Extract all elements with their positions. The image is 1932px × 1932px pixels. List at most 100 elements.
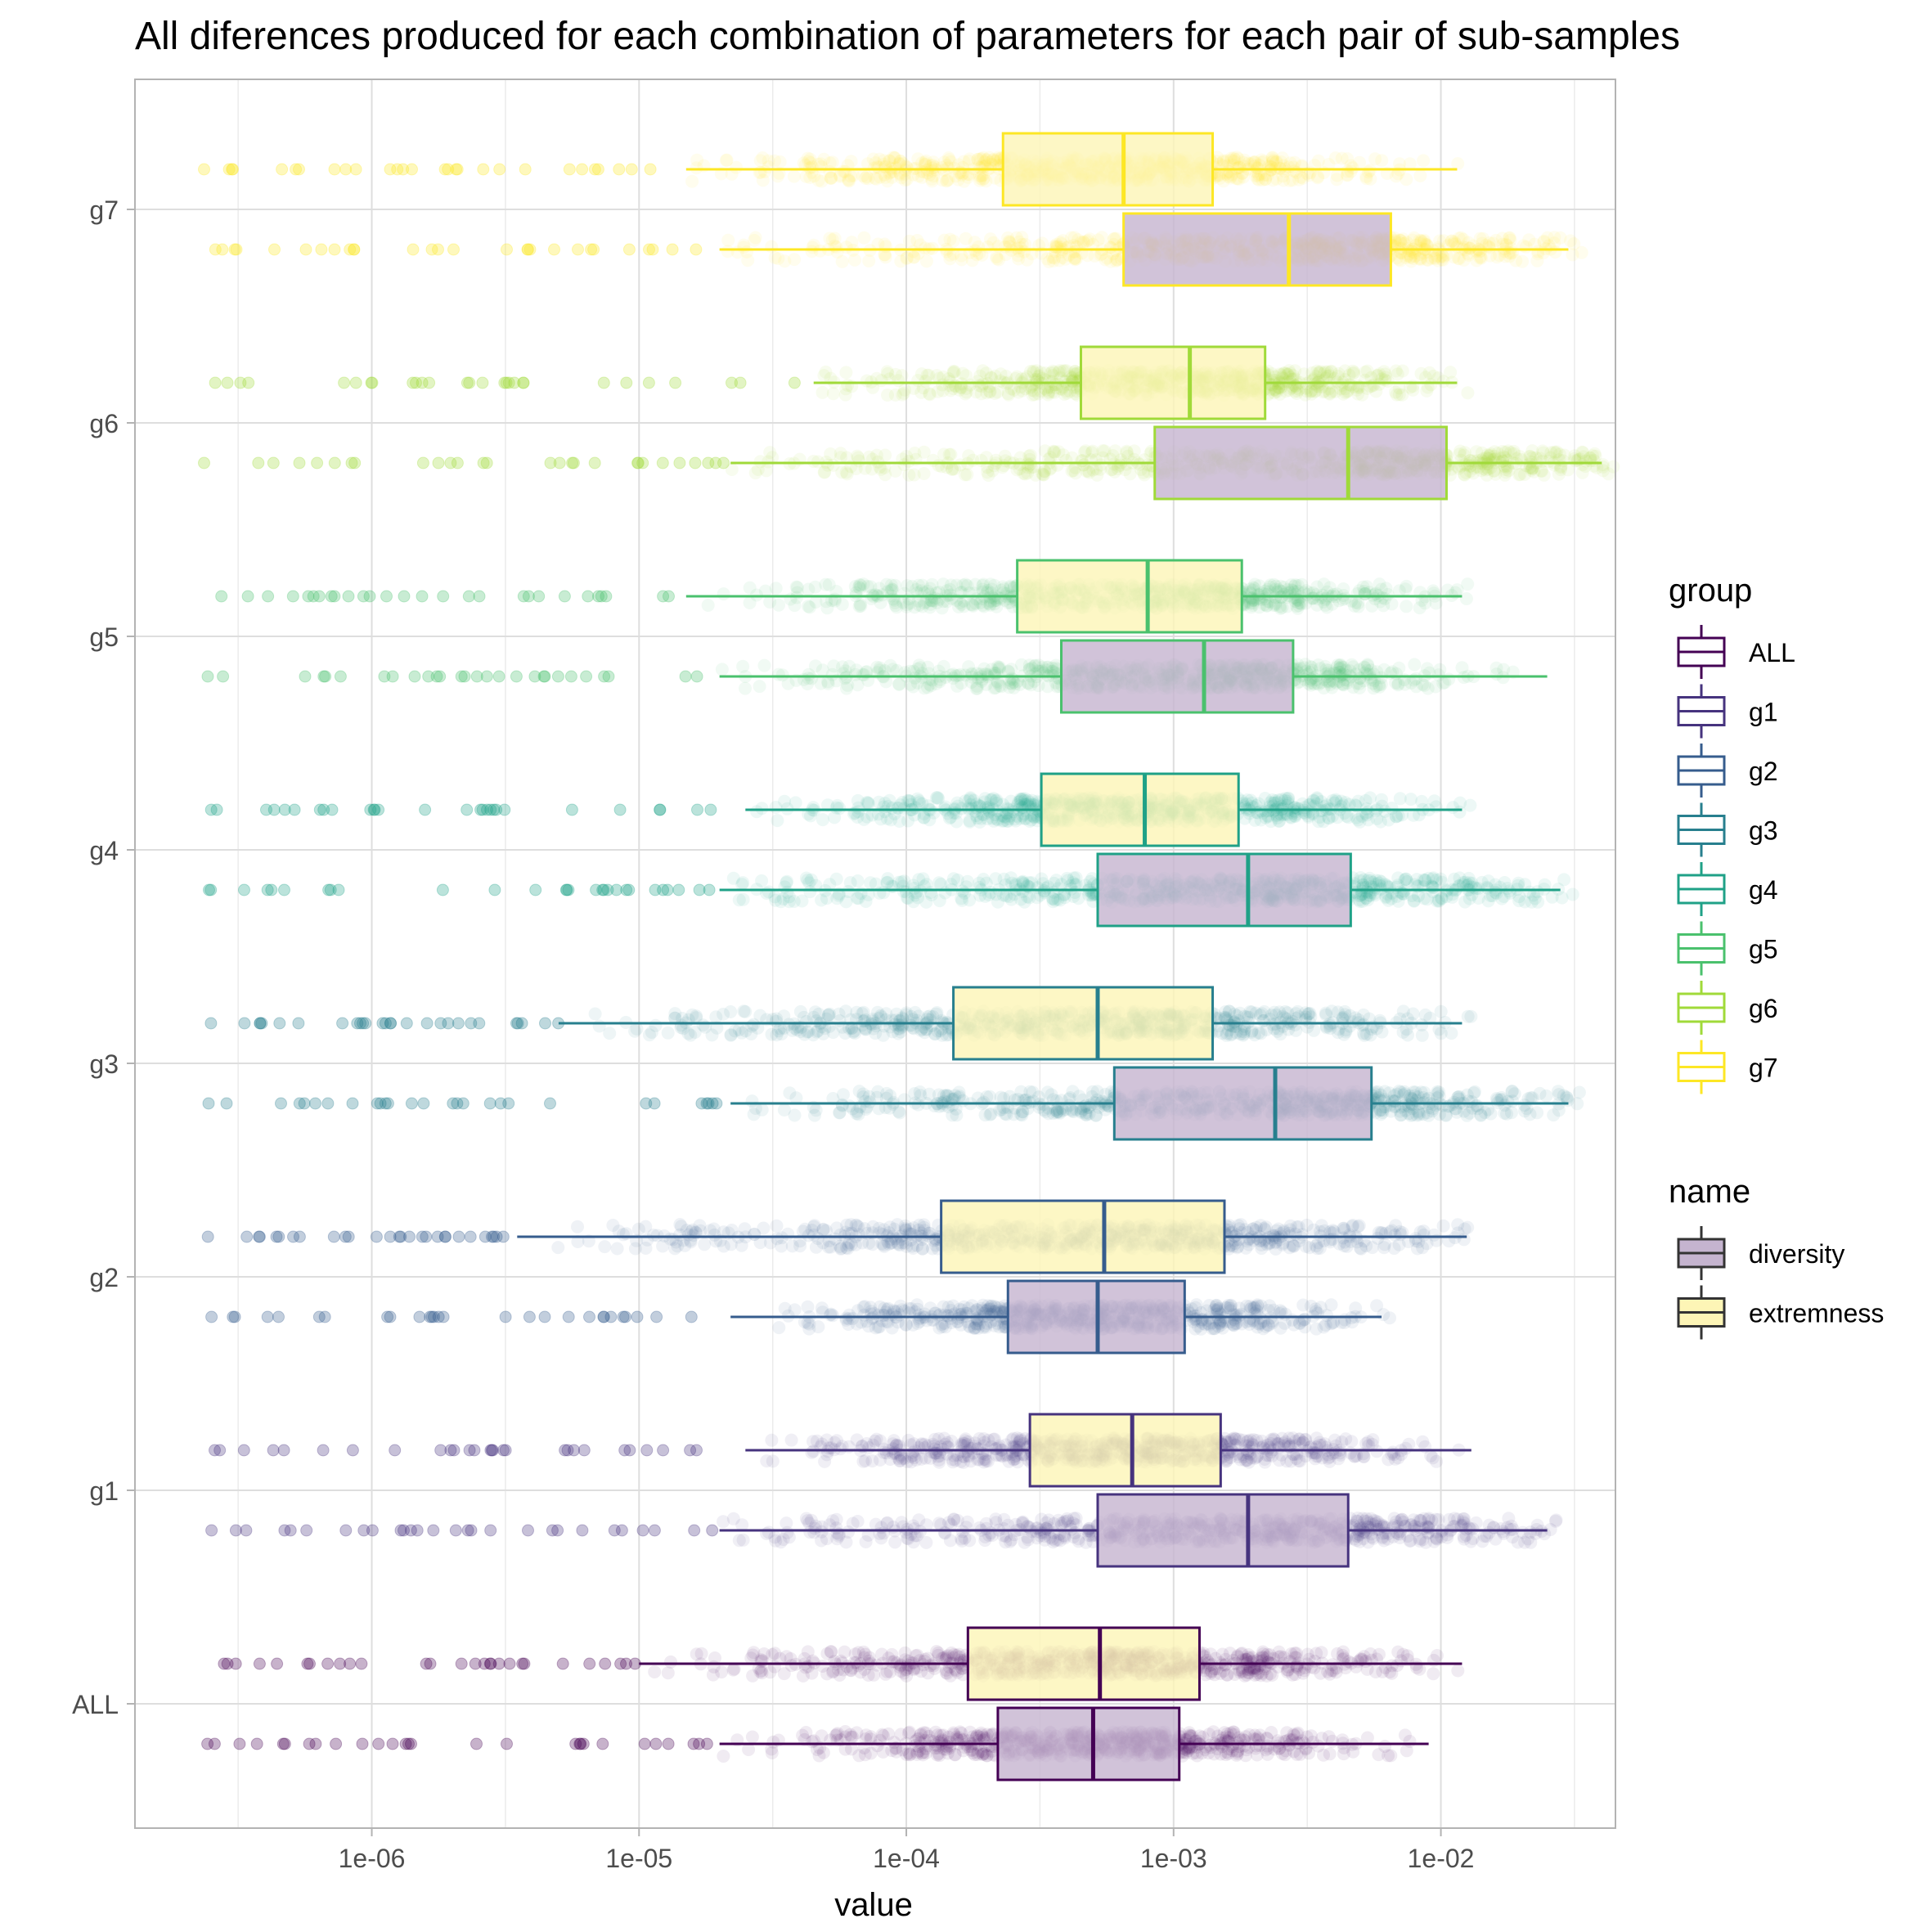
data-point [935, 1651, 949, 1665]
data-point [789, 796, 802, 810]
data-point [693, 1219, 707, 1233]
outlier-point [614, 1657, 627, 1670]
data-point [1280, 1665, 1294, 1678]
outlier-point [240, 1230, 254, 1243]
outlier-point [690, 1444, 703, 1457]
outlier-point [346, 1444, 359, 1457]
outlier-point [328, 590, 341, 603]
outlier-point [218, 1657, 231, 1670]
data-point [724, 1238, 738, 1251]
data-point [891, 1218, 905, 1232]
data-point [1400, 1649, 1414, 1663]
outlier-point [262, 590, 275, 603]
data-point [1323, 1667, 1337, 1681]
data-point [1360, 364, 1374, 378]
data-point [1210, 1662, 1224, 1676]
data-point [1238, 1009, 1251, 1023]
outlier-point [367, 803, 380, 816]
data-point [1243, 1663, 1256, 1677]
data-point [1277, 1436, 1291, 1450]
data-point [820, 1647, 834, 1660]
data-point [921, 1666, 935, 1680]
data-point [844, 1663, 857, 1677]
data-point [755, 802, 769, 815]
data-point [598, 1240, 612, 1254]
data-point [1457, 1233, 1471, 1247]
data-point [1325, 1664, 1339, 1678]
data-point [851, 1659, 865, 1673]
data-point [784, 1651, 798, 1665]
data-point [610, 1242, 624, 1256]
data-point [664, 1655, 677, 1669]
data-point [829, 801, 843, 815]
data-point [820, 1667, 834, 1681]
data-point [937, 1651, 951, 1665]
data-point [807, 1220, 820, 1233]
outlier-point [654, 803, 667, 816]
data-point [1385, 597, 1399, 611]
data-point [887, 1445, 901, 1459]
data-point [1332, 1452, 1346, 1466]
data-point [668, 1242, 682, 1256]
outlier-point [204, 803, 218, 816]
data-point [1416, 1435, 1430, 1449]
data-point [1297, 1664, 1311, 1678]
data-point [1357, 1650, 1371, 1664]
data-point [1347, 366, 1361, 380]
data-point [1430, 1649, 1444, 1662]
data-point [858, 1647, 872, 1661]
data-point [1242, 1666, 1256, 1680]
data-point [1430, 1454, 1444, 1468]
data-point [760, 1454, 774, 1468]
data-point [551, 1241, 565, 1255]
data-point [737, 1004, 751, 1018]
outlier-point [473, 590, 486, 603]
outlier-point [384, 1017, 398, 1030]
data-point [668, 1007, 682, 1021]
outlier-point [355, 1657, 368, 1670]
data-point [1413, 1662, 1427, 1676]
data-point [939, 1663, 953, 1677]
data-point [878, 1667, 892, 1681]
data-point [894, 1659, 908, 1672]
data-point [907, 1663, 920, 1677]
data-point [1233, 1665, 1247, 1679]
data-point [788, 599, 802, 613]
outlier-point [301, 1657, 314, 1670]
data-point [848, 580, 862, 593]
data-point [1296, 1666, 1310, 1680]
outlier-point [558, 590, 571, 603]
data-point [1245, 1024, 1259, 1038]
data-point [1314, 1219, 1328, 1233]
data-point [1242, 1648, 1256, 1661]
outlier-point [468, 1444, 481, 1457]
data-point [1459, 592, 1473, 605]
data-point [1391, 1645, 1405, 1659]
data-point [1256, 1651, 1270, 1665]
data-point [1337, 1223, 1351, 1237]
outlier-point [434, 1017, 447, 1030]
data-point [768, 1647, 782, 1660]
data-point [1220, 1668, 1234, 1682]
data-point [1242, 1665, 1255, 1679]
data-point [726, 1663, 740, 1677]
data-point [754, 1664, 768, 1678]
data-point [645, 1026, 658, 1039]
outlier-point [389, 1444, 402, 1457]
data-point [858, 1662, 871, 1676]
data-point [1260, 1669, 1274, 1683]
outlier-point [515, 1017, 528, 1030]
outlier-point [253, 1657, 266, 1670]
data-point [784, 1433, 798, 1447]
outlier-point [577, 1444, 591, 1457]
data-point [1215, 1027, 1229, 1040]
data-point [1016, 800, 1030, 814]
data-point [1461, 386, 1475, 400]
data-point [694, 1647, 708, 1660]
data-point [885, 1655, 899, 1669]
data-point [1360, 1662, 1374, 1676]
outlier-point [307, 590, 320, 603]
outlier-point [317, 1444, 330, 1457]
data-point [1269, 598, 1283, 612]
data-point [867, 1668, 881, 1682]
